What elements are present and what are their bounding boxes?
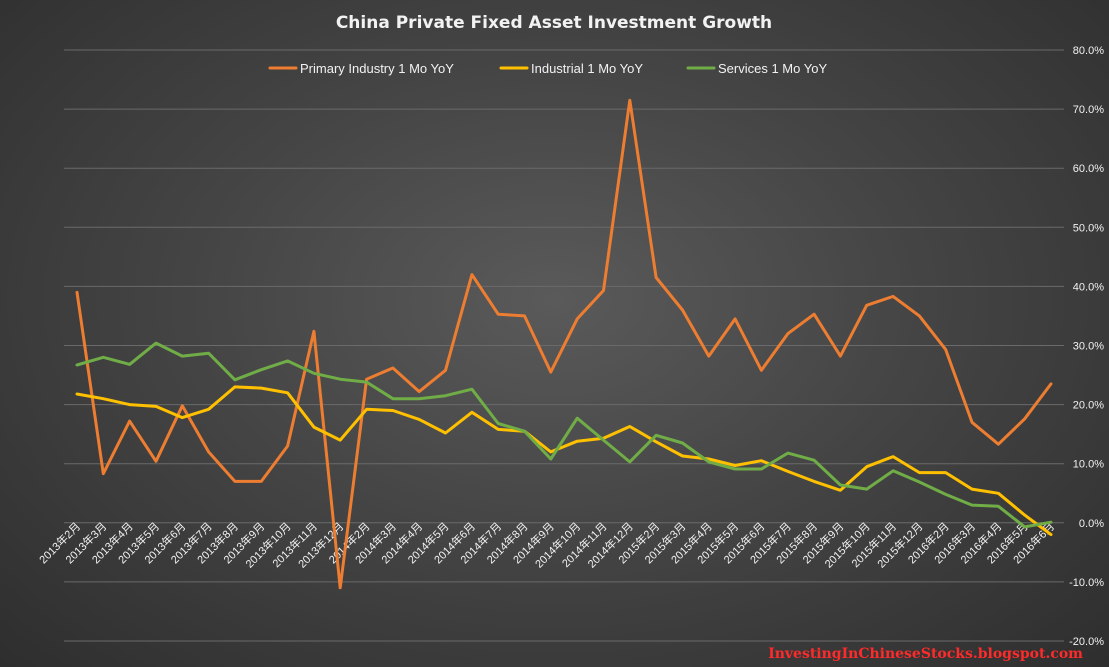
y-axis-tick-labels: 80.0% 70.0% 60.0% 50.0% 40.0% 30.0% 20.0% 10.0%… [1069, 45, 1104, 648]
y-tick-label: 10.0% [1073, 459, 1104, 471]
y-tick-label: 20.0% [1073, 400, 1104, 412]
series-lines [75, 98, 1053, 590]
legend-label-services-1-mo-yoy: Services 1 Mo YoY [718, 61, 827, 76]
y-tick-label: 40.0% [1073, 281, 1104, 293]
y-tick-label: 70.0% [1073, 104, 1104, 116]
y-tick-label: 60.0% [1073, 163, 1104, 175]
y-tick-label: 80.0% [1073, 45, 1104, 57]
y-tick-label: -10.0% [1069, 577, 1104, 589]
y-tick-label: 0.0% [1079, 518, 1104, 530]
series-line-industrial-1-mo-yoy [75, 385, 1053, 537]
y-tick-label: 50.0% [1073, 222, 1104, 234]
series-line-primary-industry-1-mo-yoy [75, 98, 1053, 590]
series-line-services-1-mo-yoy [75, 341, 1053, 529]
legend: Primary Industry 1 Mo YoY Industrial 1 Mo… [268, 61, 827, 76]
chart-title: China Private Fixed Asset Investment Gro… [336, 13, 772, 33]
y-tick-label: 30.0% [1073, 341, 1104, 353]
x-axis-tick-labels: 2013年2月2013年3月2013年4月2013年5月2013年6月2013年… [36, 519, 1057, 570]
legend-label-primary-industry-1-mo-yoy: Primary Industry 1 Mo YoY [300, 61, 454, 76]
legend-label-industrial-1-mo-yoy: Industrial 1 Mo YoY [531, 61, 643, 76]
y-tick-label: -20.0% [1069, 636, 1104, 648]
watermark-text: InvestingInChineseStocks.blogspot.com [768, 646, 1083, 662]
